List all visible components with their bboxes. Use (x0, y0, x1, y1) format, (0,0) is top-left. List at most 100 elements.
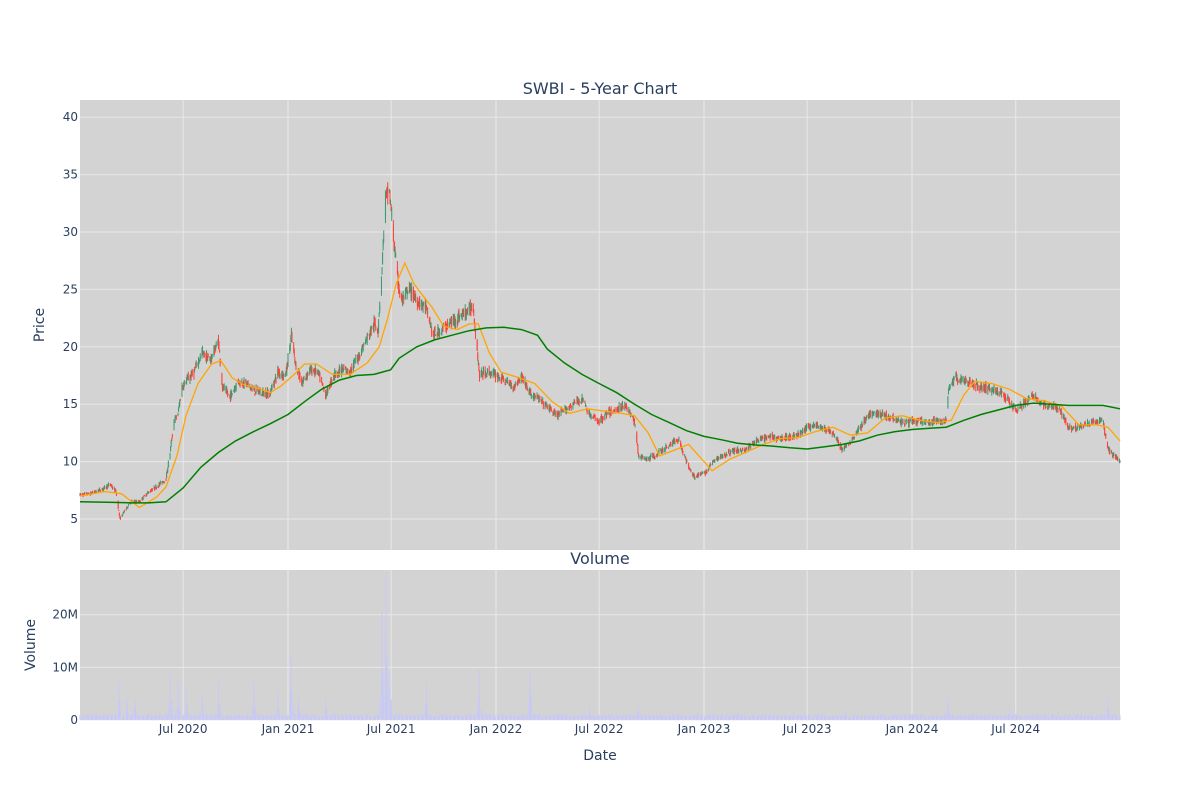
candle-body (222, 386, 223, 389)
candle-body (363, 343, 365, 346)
volume-bar (400, 714, 402, 720)
volume-bar (98, 715, 100, 720)
volume-bar (1087, 714, 1089, 720)
candle-body (997, 390, 998, 393)
price-y-tick-label: 20 (63, 340, 78, 354)
candle-body (173, 421, 175, 428)
candle-body (822, 426, 823, 429)
volume-bar (971, 714, 973, 720)
candle-body (602, 417, 604, 420)
candle-body (557, 415, 558, 417)
candle-body (487, 369, 488, 374)
volume-bar (1096, 714, 1098, 720)
candle-body (792, 436, 794, 438)
candle-body (384, 194, 386, 220)
volume-bar (972, 714, 974, 720)
volume-bar (473, 714, 475, 720)
volume-bar (745, 716, 747, 720)
candle-body (758, 441, 760, 443)
volume-bar (630, 715, 632, 720)
volume-bar (586, 716, 588, 720)
candle-body (379, 305, 381, 311)
volume-bar (868, 717, 870, 720)
volume-bar (202, 711, 204, 720)
volume-bar (445, 713, 447, 720)
candle-body (373, 327, 374, 329)
volume-bar (275, 711, 277, 720)
volume-bar (625, 715, 627, 720)
candle-body (628, 410, 630, 412)
candle-body (165, 479, 167, 481)
candle-body (1101, 420, 1103, 422)
volume-bar (750, 715, 752, 720)
candle-body (198, 361, 200, 363)
candle-body (357, 356, 358, 360)
volume-bar (309, 714, 311, 720)
volume-bar (876, 717, 878, 720)
candle-body (977, 385, 979, 389)
candle-body (1023, 401, 1025, 406)
candle-body (1012, 407, 1014, 409)
candle-body (341, 367, 343, 374)
volume-bar (562, 714, 564, 720)
candle-body (381, 267, 383, 270)
candle-body (981, 385, 982, 389)
volume-bar (975, 713, 977, 720)
date-tick-label: Jan 2021 (261, 722, 315, 736)
candle-body (808, 425, 810, 430)
candle-body (305, 376, 307, 378)
candle-body (585, 405, 587, 407)
candle-body (493, 372, 495, 375)
volume-bar (401, 714, 403, 720)
volume-bar (686, 716, 688, 720)
candle-body (995, 391, 997, 393)
candle-body (229, 394, 231, 397)
volume-bar (281, 716, 283, 720)
volume-bar (672, 714, 674, 720)
volume-bar (82, 716, 84, 720)
candle-body (367, 334, 369, 336)
candle-body (1092, 420, 1094, 422)
volume-bar (844, 717, 846, 720)
volume-bar (775, 714, 777, 720)
volume-bar (278, 707, 280, 720)
candle-body (573, 403, 574, 405)
candle-body (645, 457, 647, 461)
volume-bar (534, 714, 536, 720)
candle-body (706, 469, 708, 473)
volume-bar (165, 713, 167, 720)
candle-body (1068, 425, 1070, 429)
candle-body (1051, 407, 1053, 409)
volume-bar (961, 715, 963, 720)
volume-bar (777, 717, 779, 720)
candle-body (624, 404, 626, 408)
volume-bar (334, 713, 336, 720)
candle-body (1059, 408, 1061, 410)
candle-body (151, 489, 153, 492)
candle-body (744, 450, 745, 452)
candle-body (877, 411, 879, 417)
candle-body (158, 483, 160, 486)
candle-body (540, 397, 542, 400)
volume-bar (282, 716, 284, 720)
volume-bar (943, 714, 945, 720)
candle-body (965, 378, 967, 381)
volume-bar (953, 715, 955, 720)
candle-body (1092, 421, 1094, 423)
candle-body (1043, 403, 1045, 408)
candle-body (1072, 426, 1074, 428)
candle-body (534, 396, 536, 398)
volume-bar (622, 714, 624, 720)
candle-body (693, 475, 695, 479)
volume-bar (474, 715, 476, 720)
candle-body (242, 385, 244, 387)
volume-bar (1079, 716, 1081, 720)
volume-bar (502, 716, 504, 720)
candle-body (614, 409, 615, 412)
candle-body (776, 437, 778, 439)
volume-bar (714, 713, 716, 720)
candle-body (672, 440, 674, 443)
volume-bar (139, 717, 141, 720)
candle-body (302, 381, 304, 384)
candle-body (726, 454, 728, 457)
